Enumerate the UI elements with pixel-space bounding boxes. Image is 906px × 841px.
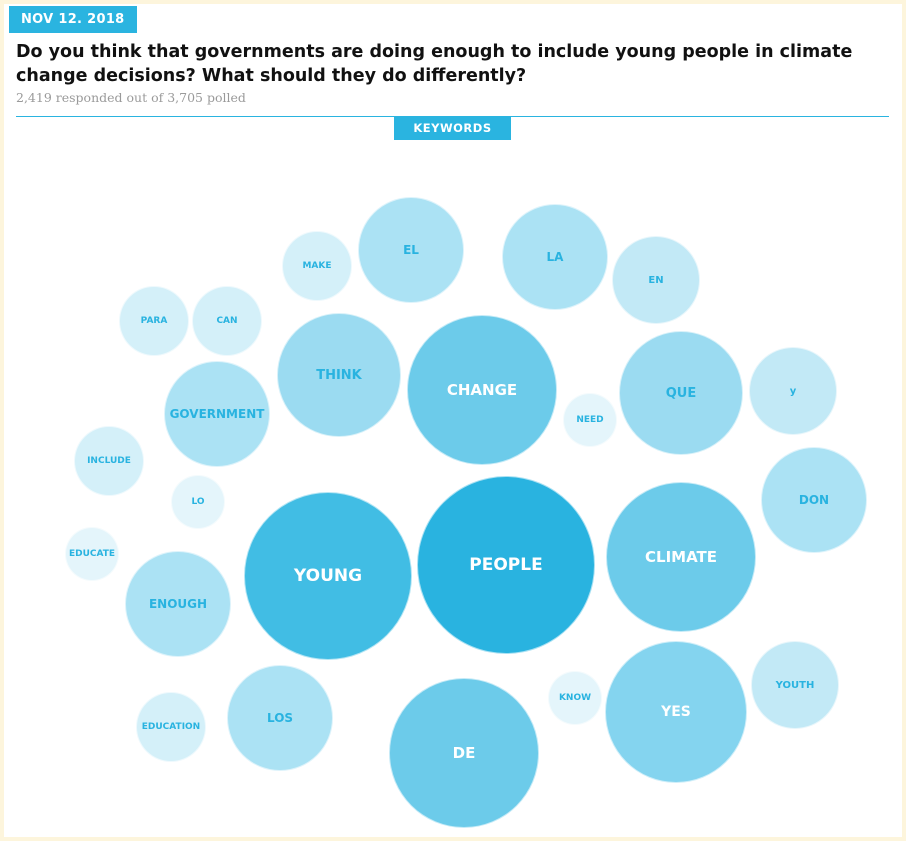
- keyword-label: KNOW: [558, 693, 592, 703]
- keyword-bubble[interactable]: DON: [761, 447, 867, 553]
- keyword-bubble[interactable]: YES: [605, 641, 747, 783]
- keyword-bubble[interactable]: QUE: [619, 331, 743, 455]
- keyword-bubble[interactable]: ENOUGH: [125, 551, 231, 657]
- keyword-label: LOS: [266, 711, 294, 725]
- response-count: 2,419 responded out of 3,705 polled: [16, 90, 246, 105]
- keyword-bubble[interactable]: INCLUDE: [74, 426, 144, 496]
- keyword-bubble[interactable]: NEED: [563, 393, 617, 447]
- keyword-label: ENOUGH: [148, 597, 208, 611]
- keyword-label: YOUNG: [293, 566, 363, 586]
- keyword-bubble-cloud: PEOPLE YOUNG CLIMATE CHANGE DE YES QUE THINK GOV…: [4, 4, 902, 837]
- keyword-label: QUE: [665, 385, 697, 401]
- date-badge: NOV 12. 2018: [9, 6, 137, 33]
- keyword-label: INCLUDE: [87, 456, 131, 466]
- keyword-label: CLIMATE: [645, 548, 717, 566]
- keyword-bubble[interactable]: y: [749, 347, 837, 435]
- keyword-label: THINK: [316, 367, 362, 383]
- poll-question: Do you think that governments are doing …: [16, 42, 853, 86]
- keyword-label: EN: [648, 274, 664, 286]
- keyword-bubble[interactable]: MAKE: [282, 231, 352, 301]
- keyword-bubble[interactable]: YOUNG: [244, 492, 412, 660]
- keyword-label: PEOPLE: [469, 555, 543, 575]
- keyword-label: YOUTH: [775, 679, 815, 691]
- keyword-bubble[interactable]: CHANGE: [407, 315, 557, 465]
- keyword-bubble[interactable]: EDUCATE: [65, 527, 119, 581]
- keyword-label: LA: [546, 250, 564, 264]
- keyword-bubble[interactable]: THINK: [277, 313, 401, 437]
- keyword-bubble[interactable]: CAN: [192, 286, 262, 356]
- keyword-bubble[interactable]: EN: [612, 236, 700, 324]
- keyword-label: y: [789, 385, 797, 397]
- keyword-label: GOVERNMENT: [169, 407, 265, 421]
- keyword-bubble[interactable]: GOVERNMENT: [164, 361, 270, 467]
- keyword-label: PARA: [140, 316, 168, 326]
- keyword-label: DE: [452, 744, 476, 762]
- keyword-bubble[interactable]: LOS: [227, 665, 333, 771]
- keyword-label: NEED: [576, 415, 604, 425]
- keyword-bubble[interactable]: PEOPLE: [417, 476, 595, 654]
- keyword-label: CHANGE: [446, 381, 518, 399]
- keywords-section-label: KEYWORDS: [394, 117, 511, 140]
- keyword-label: DON: [798, 493, 830, 507]
- keyword-bubble[interactable]: CLIMATE: [606, 482, 756, 632]
- keyword-label: EDUCATE: [68, 549, 116, 559]
- keyword-label: YES: [661, 704, 691, 720]
- keyword-label: CAN: [216, 316, 238, 326]
- keyword-bubble[interactable]: YOUTH: [751, 641, 839, 729]
- divider: [16, 116, 889, 117]
- keyword-bubble[interactable]: LO: [171, 475, 225, 529]
- keyword-bubble[interactable]: KNOW: [548, 671, 602, 725]
- keyword-bubble[interactable]: EDUCATION: [136, 692, 206, 762]
- keyword-label: MAKE: [302, 261, 332, 271]
- keyword-label: EDUCATION: [141, 722, 201, 732]
- keyword-bubble[interactable]: PARA: [119, 286, 189, 356]
- poll-card: NOV 12. 2018 Do you think that governmen…: [4, 4, 902, 837]
- keyword-bubble[interactable]: EL: [358, 197, 464, 303]
- keyword-bubble[interactable]: LA: [502, 204, 608, 310]
- keyword-label: EL: [403, 243, 419, 257]
- keyword-label: LO: [191, 497, 205, 507]
- keyword-bubble[interactable]: DE: [389, 678, 539, 828]
